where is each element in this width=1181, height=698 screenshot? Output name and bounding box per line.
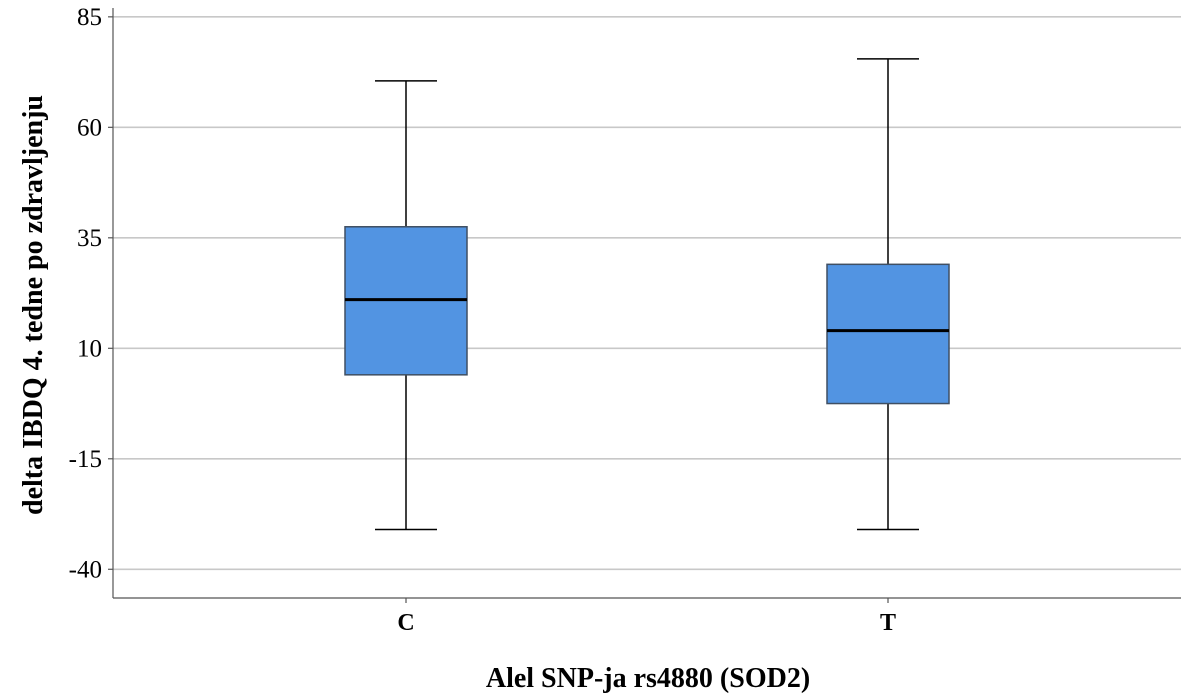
- xtick-label-t: T: [880, 610, 896, 636]
- ytick-label-35: 35: [77, 225, 102, 252]
- axes: [108, 8, 1181, 603]
- boxes: [344, 58, 950, 531]
- ytick-label-85: 85: [77, 4, 102, 31]
- box-t: [826, 263, 950, 405]
- y-axis-title: delta IBDQ 4. tedne po zdravljenju: [18, 95, 49, 515]
- ytick-label-60: 60: [77, 114, 102, 141]
- ytick-label-10: 10: [77, 335, 102, 362]
- y-tick-labels: -40 -15 10 35 60 85: [69, 4, 102, 583]
- ytick-label--40: -40: [69, 556, 102, 583]
- grid-lines: [113, 16, 1181, 571]
- x-axis-title: Alel SNP-ja rs4880 (SOD2): [486, 663, 810, 694]
- ytick-label--15: -15: [69, 446, 102, 473]
- xtick-label-c: C: [397, 610, 414, 636]
